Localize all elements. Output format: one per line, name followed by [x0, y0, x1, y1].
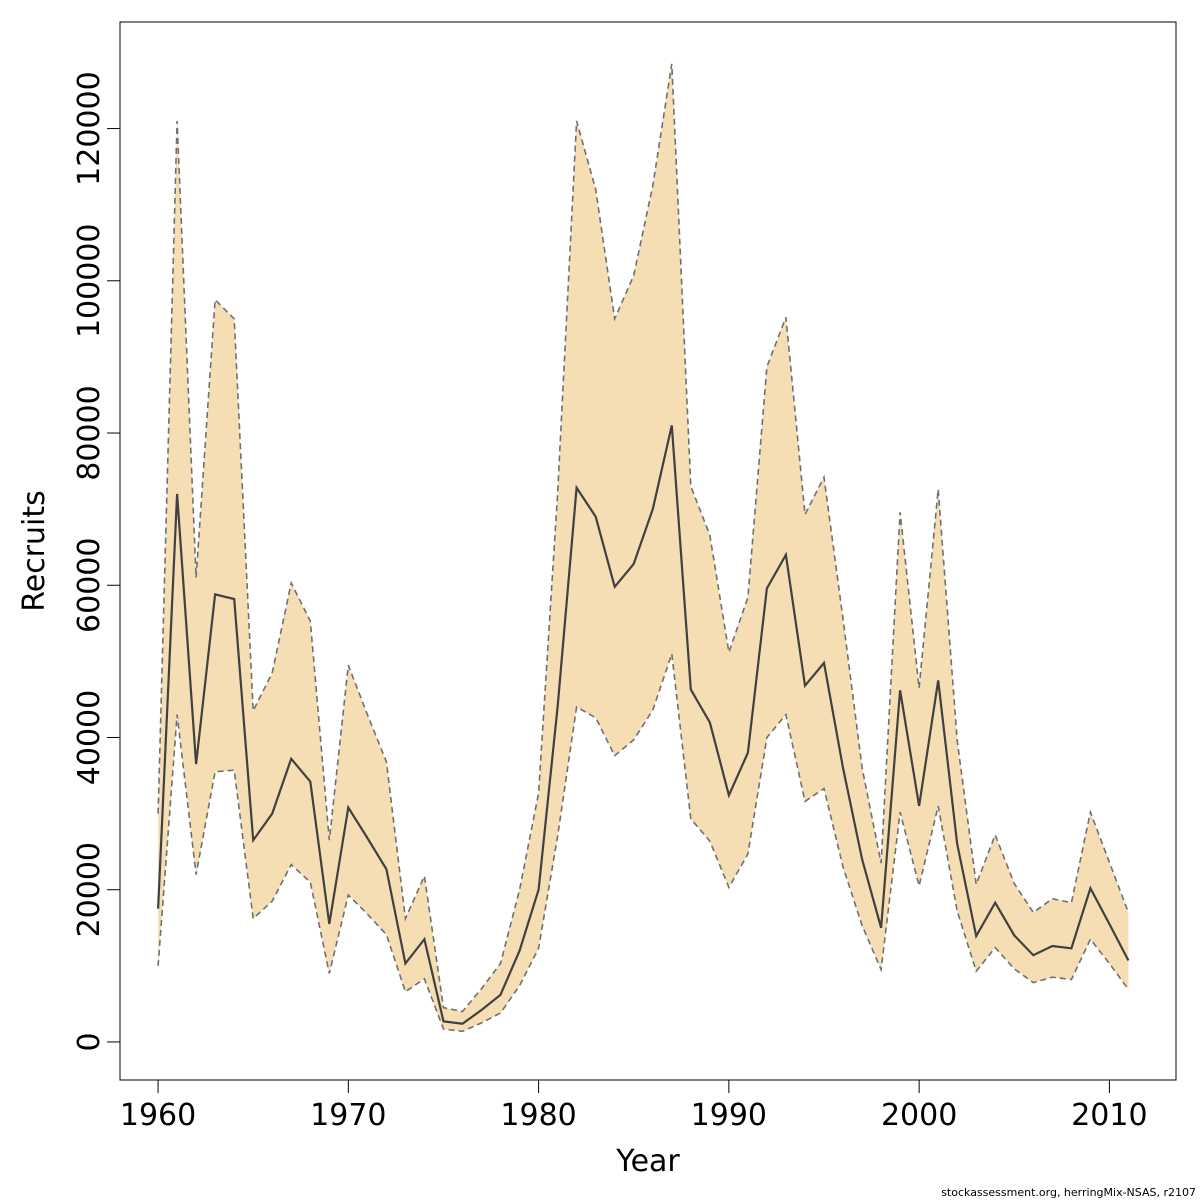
x-axis-title: Year: [615, 1144, 680, 1179]
x-tick-label: 2010: [1071, 1098, 1147, 1133]
y-tick-label: 60000: [72, 538, 107, 633]
lower-bound-line: [157, 653, 1130, 1033]
y-tick-label: 100000: [72, 224, 107, 339]
y-tick-label: 120000: [72, 71, 107, 186]
x-axis: 1960 1970 1980 1990 2000 2010: [120, 1079, 1148, 1133]
x-tick-label: 2000: [881, 1098, 957, 1133]
y-tick-label: 80000: [72, 385, 107, 480]
confidence-band: [158, 63, 1129, 1032]
estimate-line: [157, 425, 1130, 1025]
x-tick-label: 1990: [691, 1098, 767, 1133]
upper-bound-line: [157, 63, 1130, 1013]
y-tick-label: 0: [72, 1032, 107, 1051]
x-tick-label: 1960: [120, 1098, 196, 1133]
source-footnote: stockassessment.org, herringMix-NSAS, r2…: [941, 1186, 1196, 1199]
x-tick-label: 1970: [310, 1098, 386, 1133]
y-axis-title: Recruits: [17, 490, 52, 612]
y-axis: 0 20000 40000 60000 80000 100000 120000: [72, 71, 121, 1051]
x-tick-label: 1980: [500, 1098, 576, 1133]
y-tick-label: 20000: [72, 842, 107, 937]
y-tick-label: 40000: [72, 690, 107, 785]
